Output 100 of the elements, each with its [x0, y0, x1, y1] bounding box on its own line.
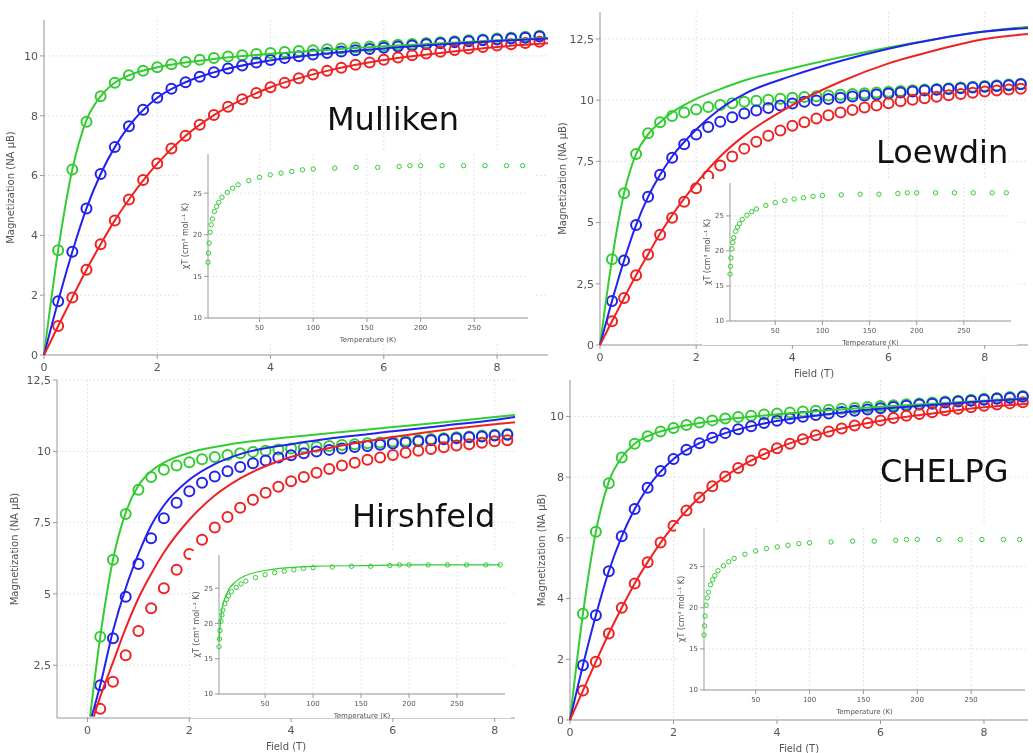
point [321, 64, 334, 77]
point [589, 609, 602, 622]
point [285, 442, 298, 455]
point [463, 438, 476, 451]
point [602, 565, 615, 578]
point [246, 493, 259, 506]
point [157, 463, 170, 476]
point [589, 525, 602, 538]
point [391, 51, 404, 64]
y-tick-label: 10 [37, 445, 51, 459]
point [990, 398, 1003, 411]
point [52, 319, 65, 332]
point [738, 142, 751, 155]
y-tick-label: 5 [44, 587, 51, 601]
point [386, 449, 399, 462]
point [108, 214, 121, 227]
point [750, 135, 763, 148]
x-tick-label: 0 [84, 724, 92, 737]
point [680, 443, 693, 456]
y-axis-title: χT (cm³ mol⁻¹ K) [181, 202, 190, 270]
point [693, 437, 706, 450]
point [678, 106, 691, 119]
point [285, 475, 298, 488]
point [771, 407, 784, 420]
x-tick-label: 6 [877, 726, 885, 739]
point [222, 50, 235, 63]
point [122, 69, 135, 82]
point [798, 95, 811, 108]
point [796, 433, 809, 446]
point [822, 407, 835, 420]
point [714, 99, 727, 112]
point [323, 462, 336, 475]
point [119, 649, 132, 662]
point [602, 477, 615, 490]
point [642, 190, 655, 203]
y-tick-label: 4 [557, 592, 564, 606]
point [954, 88, 967, 101]
point [157, 512, 170, 525]
point [335, 459, 348, 472]
point [94, 630, 107, 643]
point [306, 44, 319, 57]
point [348, 456, 361, 469]
point [179, 76, 192, 89]
point [264, 81, 277, 94]
point [822, 109, 835, 122]
point [259, 486, 272, 499]
point [906, 93, 919, 106]
point [745, 420, 758, 433]
y-tick-label: 12,5 [569, 32, 594, 46]
point [774, 92, 787, 105]
point [434, 45, 447, 58]
point [285, 449, 298, 462]
point [654, 228, 667, 241]
point [259, 454, 272, 467]
point [137, 64, 150, 77]
point [602, 627, 615, 640]
point [576, 684, 589, 697]
point [771, 442, 784, 455]
text: CHELPG [880, 452, 1009, 490]
point [783, 412, 796, 425]
point [170, 563, 183, 576]
point [234, 501, 247, 514]
point [606, 294, 619, 307]
point [978, 399, 991, 412]
point [165, 58, 178, 71]
x-tick-label: 4 [287, 724, 295, 737]
y-tick-label: 2,5 [576, 277, 594, 291]
point [106, 553, 119, 566]
point [719, 470, 732, 483]
text: Hirshfeld [352, 497, 496, 535]
point [618, 187, 631, 200]
point [491, 39, 504, 52]
point [179, 55, 192, 68]
point [349, 58, 362, 71]
point [978, 85, 991, 98]
point [576, 659, 589, 672]
point [462, 42, 475, 55]
point [208, 470, 221, 483]
point [774, 124, 787, 137]
point [196, 476, 209, 489]
point [858, 101, 871, 114]
y-tick-label: 8 [557, 470, 564, 484]
y-tick-label: 2,5 [33, 659, 51, 673]
point [678, 195, 691, 208]
point [272, 480, 285, 493]
point [615, 451, 628, 464]
point [732, 411, 745, 424]
y-axis-title: χT (cm³ mol⁻¹ K) [703, 218, 712, 286]
point [501, 434, 514, 447]
x-tick-label: 8 [980, 726, 988, 739]
point [835, 422, 848, 435]
point [193, 53, 206, 66]
point [374, 451, 387, 464]
point [246, 445, 259, 458]
point [193, 118, 206, 131]
point [762, 93, 775, 106]
point [208, 451, 221, 464]
y-tick-label: 5 [587, 216, 594, 230]
point [292, 50, 305, 63]
point [208, 521, 221, 534]
